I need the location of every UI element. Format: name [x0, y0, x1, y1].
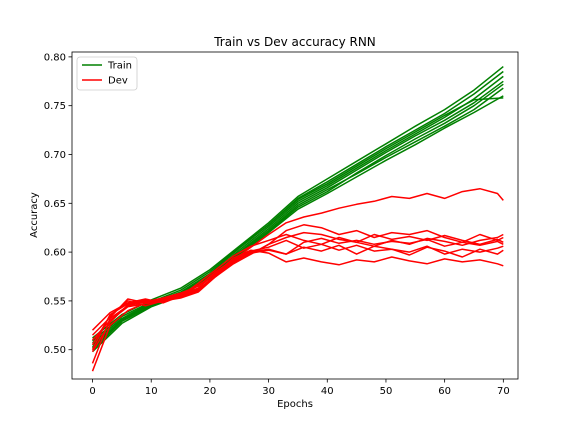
- x-tick-label: 50: [380, 386, 393, 397]
- x-tick-label: 30: [262, 386, 275, 397]
- x-tick-label: 10: [145, 386, 158, 397]
- x-axis-label: Epochs: [277, 399, 313, 410]
- x-tick-label: 60: [438, 386, 451, 397]
- legend-train-label: Train: [107, 61, 132, 72]
- chart-title: Train vs Dev accuracy RNN: [213, 35, 376, 49]
- x-tick-label: 20: [204, 386, 217, 397]
- y-tick-label: 0.60: [44, 248, 66, 259]
- y-tick-label: 0.50: [44, 345, 66, 356]
- x-tick-label: 40: [321, 386, 334, 397]
- x-tick-label: 0: [89, 386, 95, 397]
- x-tick-label: 70: [497, 386, 510, 397]
- y-tick-label: 0.65: [44, 199, 66, 210]
- y-tick-label: 0.70: [44, 150, 66, 161]
- y-axis-label: Accuracy: [29, 192, 40, 238]
- y-tick-label: 0.75: [44, 101, 66, 112]
- legend: Train Dev: [77, 57, 137, 90]
- y-tick-label: 0.80: [44, 52, 66, 63]
- legend-dev-label: Dev: [108, 76, 128, 87]
- y-tick-label: 0.55: [44, 296, 66, 307]
